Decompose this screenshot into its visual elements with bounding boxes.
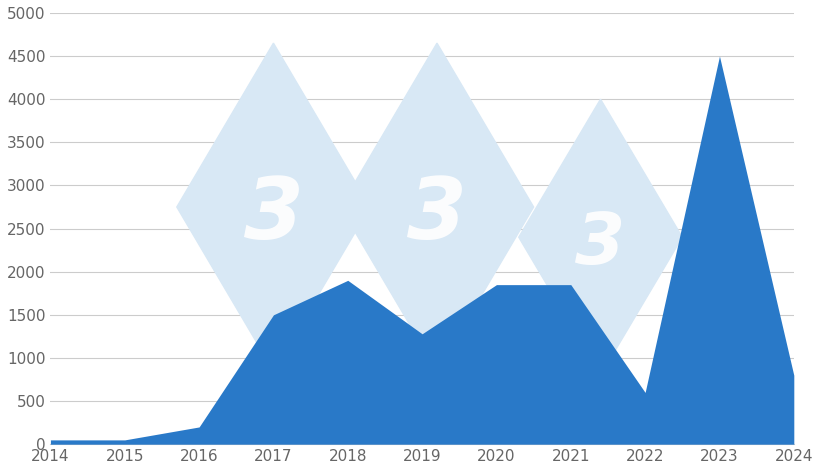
Text: 3: 3 (406, 174, 466, 257)
Polygon shape (177, 43, 369, 371)
Polygon shape (518, 99, 681, 375)
Polygon shape (340, 43, 533, 371)
Text: 3: 3 (575, 210, 625, 278)
Text: 3: 3 (243, 174, 303, 257)
